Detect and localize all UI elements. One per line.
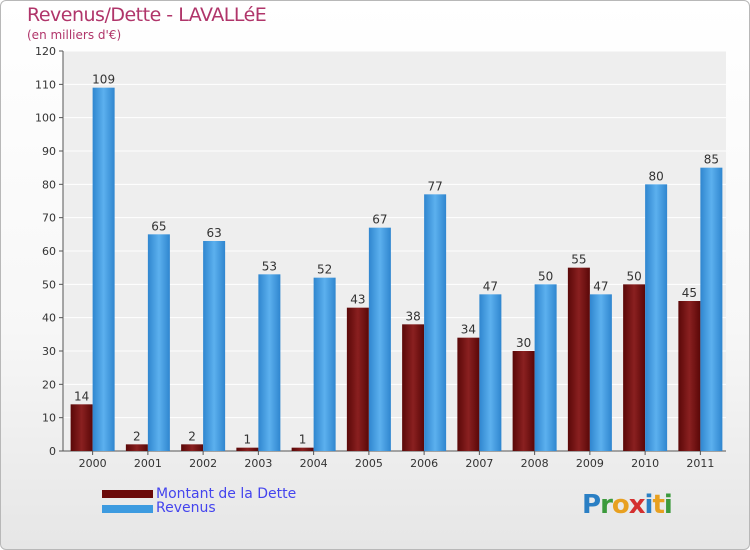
debt-bar [512,351,535,451]
legend-swatch-revenue [102,505,153,513]
x-tick-label: 2000 [79,457,107,470]
debt-bar [181,444,204,451]
debt-bar-label: 14 [74,389,89,403]
y-tick-label: 0 [49,445,56,458]
x-tick-label: 2001 [134,457,162,470]
legend-label-debt: Montant de la Dette [156,486,297,502]
revenue-bar-label: 53 [262,259,277,273]
y-tick-label: 40 [42,312,56,325]
revenue-bar-label: 65 [151,219,166,233]
legend-swatch-debt [102,490,153,498]
revenue-bar [534,284,557,451]
y-tick-label: 20 [42,378,56,391]
revenue-bar-label: 85 [704,153,719,167]
y-tick-label: 50 [42,278,56,291]
revenue-bar [700,167,723,451]
chart-subtitle: (en milliers d'€) [27,28,122,42]
debt-bar-label: 1 [299,433,307,447]
revenue-bar [258,274,281,451]
revenue-bar [92,87,115,452]
logo-letter: o [611,490,630,520]
x-tick-label: 2004 [300,457,328,470]
y-tick-label: 100 [35,112,56,125]
logo-letter: t [652,490,664,520]
y-tick-label: 90 [42,145,56,158]
debt-bar-label: 2 [188,429,196,443]
debt-bar-label: 38 [405,309,420,323]
y-tick-label: 80 [42,178,56,191]
logo-letter: r [600,490,613,520]
logo-letter: x [628,490,646,520]
revenue-bar-label: 47 [483,279,498,293]
debt-bar-label: 1 [244,433,252,447]
revenue-bar-label: 80 [648,169,663,183]
x-tick-label: 2008 [521,457,549,470]
x-tick-label: 2006 [410,457,438,470]
proxiti-logo: Proxiti [582,490,673,520]
debt-bar-label: 43 [350,293,365,307]
revenue-bar-label: 63 [206,226,221,240]
debt-bar-label: 34 [461,323,476,337]
x-tick-label: 2005 [355,457,383,470]
debt-bar [457,337,480,451]
debt-bar [678,301,701,451]
y-tick-label: 60 [42,245,56,258]
y-tick-label: 110 [35,78,56,91]
debt-bar-label: 55 [571,253,586,267]
revenue-bar [368,227,391,451]
revenue-bar [479,294,502,451]
debt-bar [125,444,148,451]
x-tick-label: 2011 [686,457,714,470]
revenue-bar-label: 50 [538,269,553,283]
debt-bar [402,324,425,451]
y-tick-label: 120 [35,45,56,58]
debt-bar [567,267,590,451]
logo-letter: P [582,490,601,520]
x-tick-label: 2007 [465,457,493,470]
x-tick-label: 2002 [189,457,217,470]
revenue-bar-label: 52 [317,263,332,277]
revenue-bar-label: 77 [427,179,442,193]
y-tick-label: 10 [42,412,56,425]
revenue-bar [313,277,336,451]
revenue-bar [424,194,447,452]
chart-title: Revenus/Dette - LAVALLéE [27,4,267,26]
x-tick-label: 2009 [576,457,604,470]
revenue-bar-label: 109 [92,73,115,87]
revenue-bar-label: 67 [372,213,387,227]
debt-bar [291,447,314,451]
logo-letter: i [644,490,654,520]
revenue-bar [203,241,226,451]
debt-bar-label: 2 [133,429,141,443]
revenue-bar [645,184,668,452]
x-tick-label: 2010 [631,457,659,470]
y-tick-label: 70 [42,212,56,225]
debt-bar [623,284,646,451]
debt-bar [346,307,369,451]
debt-bar-label: 50 [626,269,641,283]
debt-bar-label: 30 [516,336,531,350]
revenue-bar [589,294,612,451]
x-tick-label: 2003 [244,457,272,470]
debt-bar [236,447,259,451]
debt-bar-label: 45 [682,286,697,300]
revenue-bar-label: 47 [593,279,608,293]
legend-label-revenue: Revenus [156,500,216,516]
revenue-bar [147,234,170,451]
debt-bar [70,404,93,451]
logo-letter: i [663,490,673,520]
y-tick-label: 30 [42,345,56,358]
